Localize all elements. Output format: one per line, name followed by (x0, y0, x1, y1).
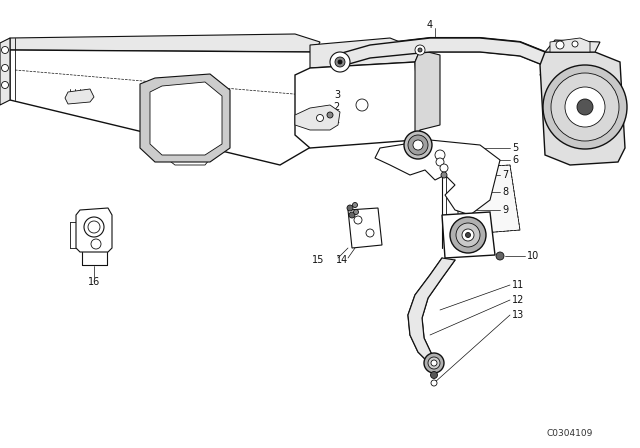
Circle shape (556, 41, 564, 49)
Circle shape (356, 99, 368, 111)
Circle shape (436, 158, 444, 166)
Polygon shape (442, 212, 495, 258)
Polygon shape (408, 258, 455, 364)
Circle shape (431, 371, 438, 379)
Text: 15: 15 (312, 255, 324, 265)
Circle shape (353, 202, 358, 207)
Text: 6: 6 (512, 155, 518, 165)
Circle shape (424, 353, 444, 373)
Circle shape (435, 150, 445, 160)
Polygon shape (150, 82, 222, 155)
Circle shape (349, 212, 355, 218)
Circle shape (88, 221, 100, 233)
Circle shape (470, 223, 480, 233)
Circle shape (335, 57, 345, 67)
Circle shape (565, 87, 605, 127)
Circle shape (450, 217, 486, 253)
Circle shape (353, 210, 358, 215)
Circle shape (431, 360, 437, 366)
Circle shape (572, 41, 578, 47)
Circle shape (1, 47, 8, 53)
Circle shape (441, 172, 447, 178)
Text: 1: 1 (334, 115, 340, 125)
Polygon shape (310, 38, 420, 68)
Polygon shape (0, 38, 10, 105)
Text: 5: 5 (512, 143, 518, 153)
Polygon shape (295, 105, 340, 130)
Circle shape (404, 131, 432, 159)
Polygon shape (10, 34, 320, 52)
Polygon shape (415, 50, 440, 140)
Circle shape (317, 115, 323, 121)
Circle shape (577, 99, 593, 115)
Polygon shape (10, 50, 345, 165)
Text: 10: 10 (527, 251, 540, 261)
Polygon shape (540, 52, 625, 165)
Text: 3: 3 (334, 90, 340, 100)
Text: 2: 2 (333, 102, 340, 112)
Polygon shape (348, 208, 382, 248)
Circle shape (330, 52, 350, 72)
Circle shape (496, 252, 504, 260)
Text: 7: 7 (502, 170, 508, 180)
Circle shape (338, 60, 342, 64)
Circle shape (354, 216, 362, 224)
Circle shape (413, 140, 423, 150)
Circle shape (543, 65, 627, 149)
Circle shape (77, 92, 83, 98)
Text: 12: 12 (512, 295, 524, 305)
Text: 13: 13 (512, 310, 524, 320)
Text: 4: 4 (427, 20, 433, 30)
Polygon shape (65, 89, 94, 104)
Polygon shape (76, 208, 112, 252)
Circle shape (347, 205, 353, 211)
Circle shape (408, 135, 428, 155)
Circle shape (366, 229, 374, 237)
Text: 11: 11 (512, 280, 524, 290)
Circle shape (91, 239, 101, 249)
Circle shape (465, 233, 470, 237)
Circle shape (418, 48, 422, 52)
Text: C0304109: C0304109 (547, 428, 593, 438)
Circle shape (327, 112, 333, 118)
Polygon shape (335, 38, 560, 76)
Circle shape (428, 357, 440, 369)
Polygon shape (458, 165, 520, 235)
Polygon shape (545, 40, 600, 52)
Circle shape (431, 380, 437, 386)
Circle shape (415, 45, 425, 55)
Circle shape (85, 91, 89, 95)
Circle shape (1, 65, 8, 72)
Text: 14: 14 (336, 255, 348, 265)
Polygon shape (295, 62, 420, 148)
Circle shape (462, 229, 474, 241)
Polygon shape (550, 38, 590, 52)
Circle shape (551, 73, 619, 141)
Text: 8: 8 (502, 187, 508, 197)
Polygon shape (375, 140, 500, 215)
Circle shape (1, 82, 8, 89)
Text: 16: 16 (88, 277, 100, 287)
Text: 9: 9 (502, 205, 508, 215)
Circle shape (456, 223, 480, 247)
Polygon shape (140, 74, 230, 162)
Circle shape (440, 164, 448, 172)
Circle shape (84, 217, 104, 237)
